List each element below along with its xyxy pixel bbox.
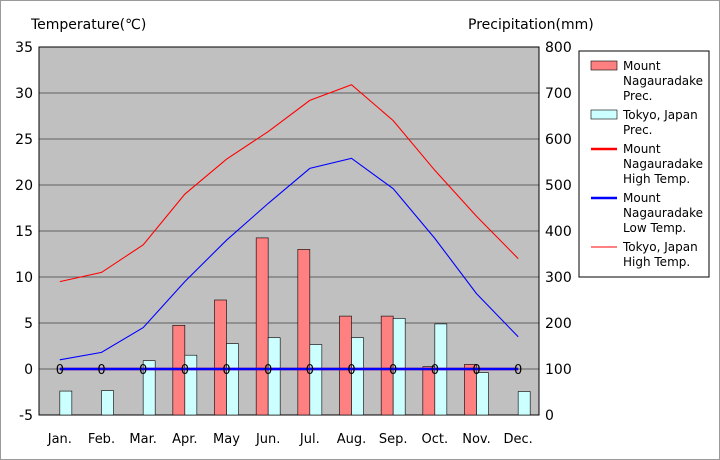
legend-label: Nagauradake xyxy=(623,157,703,171)
y2-tick-label: 500 xyxy=(545,178,572,194)
y2-tick-label: 400 xyxy=(545,224,572,240)
right-axis-title: Precipitation(mm) xyxy=(468,17,594,33)
y-tick-label: 20 xyxy=(15,178,33,194)
precip-bar xyxy=(297,249,311,416)
precip-bar xyxy=(309,344,323,416)
precip-bar xyxy=(517,391,531,416)
legend-label: Tokyo, Japan xyxy=(622,108,698,122)
y2-tick-label: 700 xyxy=(545,86,572,102)
x-tick-label: Mar. xyxy=(129,432,156,447)
left-axis-title: Temperature(℃) xyxy=(30,17,146,33)
y-tick-label: 5 xyxy=(24,316,33,332)
legend-label: Mount xyxy=(623,191,661,205)
legend-swatch xyxy=(590,109,618,120)
y2-tick-label: 800 xyxy=(545,40,572,56)
point-label: 0 xyxy=(97,363,105,378)
y2-tick-label: 100 xyxy=(545,362,572,378)
legend-label: Nagauradake xyxy=(623,74,703,88)
legend-label: Mount xyxy=(623,59,661,73)
x-tick-label: Sep. xyxy=(379,432,408,447)
point-label: 0 xyxy=(139,363,147,378)
precip-bar xyxy=(476,372,489,416)
x-tick-label: Jun. xyxy=(255,432,280,447)
point-label: 0 xyxy=(56,363,64,378)
y-tick-label: -5 xyxy=(19,408,33,424)
precip-bar xyxy=(142,360,156,416)
x-tick-label: Jan. xyxy=(47,432,72,447)
precip-bar xyxy=(226,343,239,416)
y-tick-label: 0 xyxy=(24,362,33,378)
temp-line xyxy=(59,84,519,283)
precip-bar xyxy=(392,318,406,416)
x-tick-label: Oct. xyxy=(422,432,449,447)
legend-label: Tokyo, Japan xyxy=(622,240,698,254)
precip-bar xyxy=(267,337,281,416)
y-tick-label: 10 xyxy=(15,270,33,286)
legend-label: Low Temp. xyxy=(623,221,686,235)
y-tick-label: 30 xyxy=(15,86,33,102)
temp-line xyxy=(59,157,519,361)
y2-tick-label: 0 xyxy=(545,408,554,424)
y-tick-label: 25 xyxy=(15,132,33,148)
legend-label: Prec. xyxy=(623,89,653,103)
y-tick-label: 35 xyxy=(15,40,33,56)
legend-label: Prec. xyxy=(623,123,653,137)
legend-box xyxy=(578,50,710,278)
y-tick-label: 15 xyxy=(15,224,33,240)
point-label: 0 xyxy=(306,363,314,378)
point-label: 0 xyxy=(389,363,397,378)
legend-swatch xyxy=(590,60,618,71)
precip-bar xyxy=(214,299,227,416)
point-label: 0 xyxy=(472,363,480,378)
x-tick-label: Nov. xyxy=(462,432,491,447)
x-tick-label: Feb. xyxy=(88,432,115,447)
y2-tick-label: 600 xyxy=(545,132,572,148)
x-tick-label: May xyxy=(213,432,240,447)
legend-label: Mount xyxy=(623,142,661,156)
point-label: 0 xyxy=(431,363,439,378)
legend-label: High Temp. xyxy=(623,255,690,269)
x-tick-label: Aug. xyxy=(337,432,367,447)
point-label: 0 xyxy=(181,363,189,378)
precip-bar xyxy=(255,237,269,416)
x-tick-label: Apr. xyxy=(172,432,197,447)
y2-tick-label: 200 xyxy=(545,316,572,332)
precip-bar xyxy=(59,390,73,416)
y2-tick-label: 300 xyxy=(545,270,572,286)
x-tick-label: Dec. xyxy=(504,432,533,447)
legend-label: High Temp. xyxy=(623,172,690,186)
x-tick-label: Jul. xyxy=(299,432,320,447)
legend-label: Nagauradake xyxy=(623,206,703,220)
point-label: 0 xyxy=(514,363,522,378)
point-label: 0 xyxy=(264,363,272,378)
precip-bar xyxy=(101,390,114,416)
point-label: 0 xyxy=(347,363,355,378)
precip-bar xyxy=(351,337,364,416)
point-label: 0 xyxy=(222,363,230,378)
